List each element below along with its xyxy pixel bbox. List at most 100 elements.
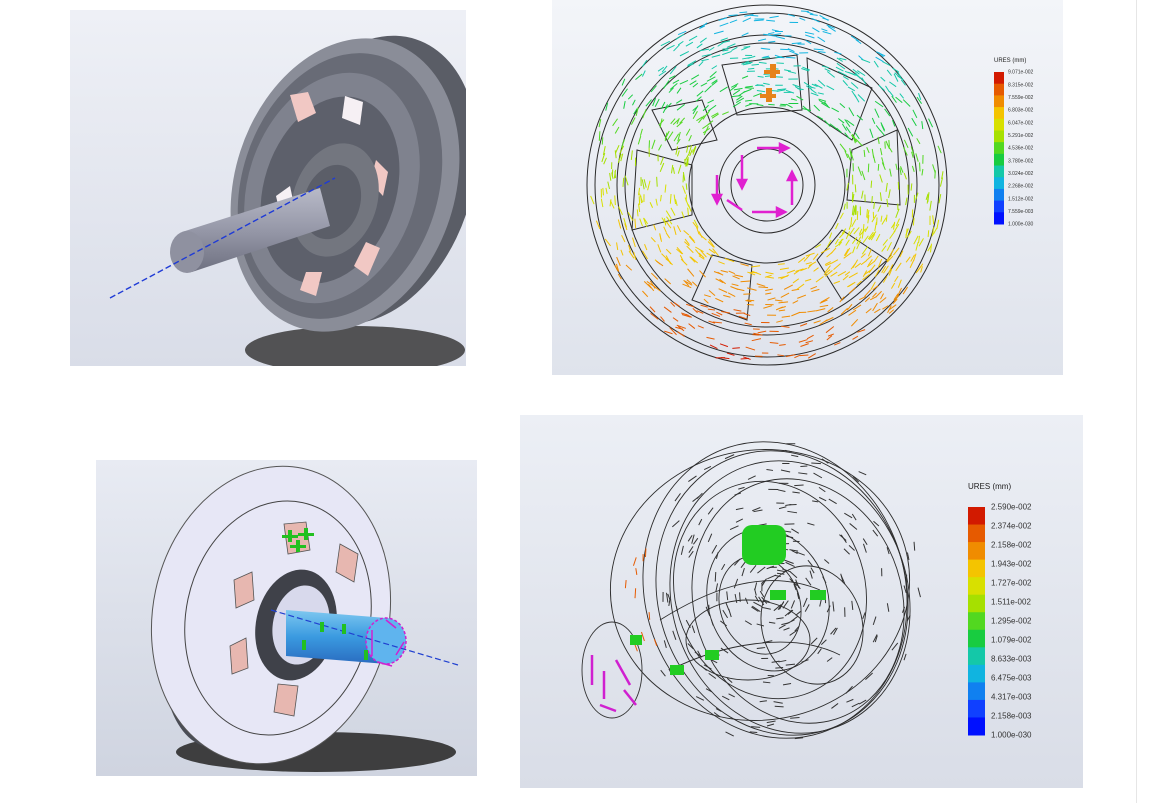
vector-arrow bbox=[676, 103, 686, 111]
vector-arrow bbox=[901, 606, 906, 613]
vector-arrow bbox=[927, 230, 930, 238]
vector-arrow bbox=[642, 59, 648, 67]
vector-arrow bbox=[864, 226, 869, 233]
vector-arrow bbox=[660, 101, 666, 110]
vector-arrow bbox=[899, 250, 904, 258]
vector-arrow bbox=[696, 116, 703, 122]
vector-arrow bbox=[863, 149, 866, 158]
vector-arrow bbox=[661, 65, 668, 73]
vector-arrow bbox=[698, 252, 705, 259]
vector-arrow bbox=[628, 244, 632, 252]
vector-arrow bbox=[780, 292, 790, 298]
vector-arrow bbox=[796, 283, 805, 291]
vector-arrow bbox=[740, 357, 749, 360]
vector-arrow bbox=[715, 552, 719, 559]
vector-arrow bbox=[731, 95, 741, 98]
vector-arrow bbox=[807, 353, 816, 359]
vector-arrow bbox=[848, 272, 858, 279]
vector-arrow bbox=[762, 55, 770, 59]
vector-arrow bbox=[724, 258, 735, 263]
vector-arrow bbox=[900, 166, 904, 173]
vector-arrow bbox=[650, 85, 657, 93]
vector-arrow bbox=[833, 627, 838, 635]
vector-arrow bbox=[897, 279, 902, 288]
vector-arrow bbox=[722, 609, 729, 619]
vector-arrow bbox=[692, 82, 699, 88]
vector-arrow bbox=[675, 33, 685, 40]
vector-arrow bbox=[682, 185, 686, 194]
vector-arrow bbox=[872, 285, 879, 291]
vector-arrow bbox=[680, 258, 688, 266]
vector-arrow bbox=[676, 225, 682, 233]
legend-title: URES (mm) bbox=[968, 482, 1011, 491]
vector-arrow bbox=[821, 458, 829, 464]
vector-arrow bbox=[766, 723, 775, 727]
vector-arrow bbox=[868, 232, 876, 241]
vector-arrow bbox=[724, 454, 735, 460]
vector-arrow bbox=[703, 298, 709, 304]
vector-arrow bbox=[689, 256, 696, 263]
vector-arrow bbox=[809, 570, 813, 579]
vector-arrow bbox=[851, 600, 854, 611]
vector-arrow bbox=[701, 53, 712, 57]
vector-arrow bbox=[895, 208, 900, 219]
vector-arrow bbox=[695, 246, 704, 253]
vector-arrow bbox=[728, 693, 735, 698]
vector-arrow bbox=[756, 89, 766, 93]
vector-arrow bbox=[840, 573, 844, 582]
vector-arrow bbox=[653, 638, 658, 647]
vector-arrow bbox=[734, 274, 744, 278]
vector-arrow bbox=[795, 268, 804, 272]
vector-arrow bbox=[906, 552, 910, 561]
legend-color-swatch bbox=[968, 594, 985, 613]
vector-arrow bbox=[795, 610, 802, 616]
vector-arrow bbox=[773, 604, 782, 612]
spoke-hole bbox=[233, 571, 255, 609]
legend-color-swatch bbox=[994, 95, 1004, 108]
vector-arrow bbox=[708, 248, 716, 254]
load-arrows bbox=[710, 141, 799, 219]
vector-arrow bbox=[777, 88, 787, 91]
vector-arrow bbox=[941, 171, 944, 180]
vector-arrow bbox=[625, 264, 633, 271]
vector-arrow bbox=[689, 235, 695, 242]
vector-arrow bbox=[707, 308, 716, 311]
spoke-hole bbox=[342, 96, 363, 125]
vector-arrow bbox=[763, 33, 771, 36]
vector-arrow bbox=[844, 271, 851, 276]
legend-label: 6.475e-003 bbox=[991, 674, 1032, 683]
vector-arrow bbox=[872, 529, 879, 537]
vector-arrow bbox=[683, 230, 690, 236]
vector-arrow bbox=[657, 244, 662, 253]
vector-arrow bbox=[785, 663, 796, 666]
vector-arrow bbox=[688, 546, 694, 553]
vector-arrow bbox=[811, 288, 820, 293]
vector-arrow bbox=[810, 88, 817, 94]
vector-arrow bbox=[917, 587, 921, 598]
vector-arrow bbox=[857, 70, 866, 77]
vector-arrow bbox=[781, 325, 790, 328]
page-edge-line bbox=[1136, 0, 1137, 803]
vector-arrow bbox=[866, 260, 875, 268]
vector-arrow bbox=[796, 95, 804, 101]
vector-arrow bbox=[620, 249, 624, 256]
vector-arrow bbox=[889, 81, 897, 88]
vector-arrow bbox=[824, 261, 831, 265]
vector-arrow bbox=[787, 510, 798, 514]
vector-arrow bbox=[692, 145, 697, 153]
vector-arrow bbox=[862, 612, 866, 619]
vector-arrow bbox=[902, 99, 911, 107]
vector-arrow bbox=[813, 48, 824, 51]
vector-arrow bbox=[719, 22, 729, 27]
vector-arrow bbox=[605, 187, 608, 194]
vector-arrow bbox=[628, 250, 635, 259]
vector-arrow bbox=[745, 61, 753, 64]
vector-arrow bbox=[637, 135, 642, 145]
vector-arrow bbox=[861, 190, 864, 199]
vector-arrow bbox=[918, 92, 922, 100]
legend-label: 4.317e-003 bbox=[991, 693, 1032, 702]
vector-arrow bbox=[711, 79, 718, 84]
vector-arrow bbox=[624, 175, 629, 186]
vector-arrow bbox=[875, 233, 881, 242]
vector-arrow bbox=[886, 547, 890, 555]
